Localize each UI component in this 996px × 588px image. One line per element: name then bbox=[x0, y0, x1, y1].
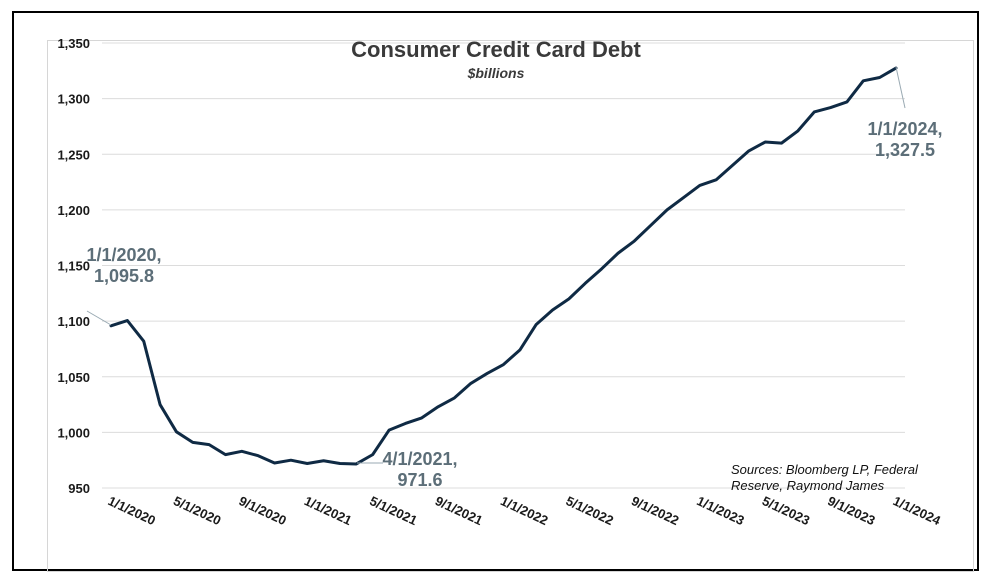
y-tick-label: 1,200 bbox=[57, 203, 90, 218]
gridlines bbox=[102, 42, 905, 489]
x-axis-ticks: 1/1/2020 5/1/2020 9/1/2020 1/1/2021 5/1/2021… bbox=[106, 493, 944, 528]
x-tick-label: 1/1/2023 bbox=[694, 493, 746, 528]
y-tick-label: 1,100 bbox=[57, 314, 90, 329]
x-tick-label: 5/1/2023 bbox=[760, 493, 812, 528]
annotation-value: 971.6 bbox=[397, 470, 442, 490]
y-tick-label: 1,350 bbox=[57, 36, 90, 51]
series-group bbox=[109, 66, 898, 466]
x-tick-label: 1/1/2021 bbox=[302, 493, 354, 528]
source-line-2: Reserve, Raymond James bbox=[731, 478, 885, 493]
annotation-leader bbox=[86, 310, 112, 326]
y-tick-label: 1,150 bbox=[57, 259, 90, 274]
y-tick-label: 1,250 bbox=[57, 147, 90, 162]
x-tick-label: 5/1/2021 bbox=[367, 493, 419, 528]
x-tick-label: 9/1/2023 bbox=[825, 493, 877, 528]
x-tick-label: 1/1/2020 bbox=[106, 493, 158, 528]
y-tick-label: 950 bbox=[68, 481, 90, 496]
x-tick-label: 9/1/2021 bbox=[433, 493, 485, 528]
source-line-1: Sources: Bloomberg LP, Federal bbox=[731, 462, 919, 477]
x-tick-label: 9/1/2022 bbox=[629, 493, 681, 528]
annotation-label: 1/1/2020, bbox=[86, 245, 161, 265]
x-tick-label: 1/1/2024 bbox=[891, 493, 944, 528]
x-tick-label: 9/1/2020 bbox=[237, 493, 289, 528]
annotations: 1/1/2020,1,095.8 4/1/2021,971.6 1/1/2024,1… bbox=[86, 66, 943, 490]
x-tick-label: 5/1/2022 bbox=[564, 493, 616, 528]
x-tick-label: 5/1/2020 bbox=[171, 493, 223, 528]
chart-frame bbox=[12, 11, 979, 572]
chart-area-border bbox=[47, 40, 974, 572]
annotation-value: 1,327.5 bbox=[875, 140, 935, 160]
annotation-value: 1,095.8 bbox=[94, 266, 154, 286]
annotation-label: 4/1/2021, bbox=[382, 449, 457, 469]
y-tick-label: 1,050 bbox=[57, 370, 90, 385]
x-tick-label: 1/1/2022 bbox=[498, 493, 550, 528]
chart-title: Consumer Credit Card Debt bbox=[351, 37, 641, 62]
chart-subtitle: $billions bbox=[467, 65, 525, 81]
annotation-label: 1/1/2024, bbox=[867, 119, 942, 139]
y-axis-ticks: 1,350 1,300 1,250 1,200 1,150 1,100 1,050 1,000… bbox=[57, 36, 90, 496]
y-tick-label: 1,300 bbox=[57, 92, 90, 107]
annotation-leader bbox=[895, 66, 906, 109]
y-tick-label: 1,000 bbox=[57, 425, 90, 440]
